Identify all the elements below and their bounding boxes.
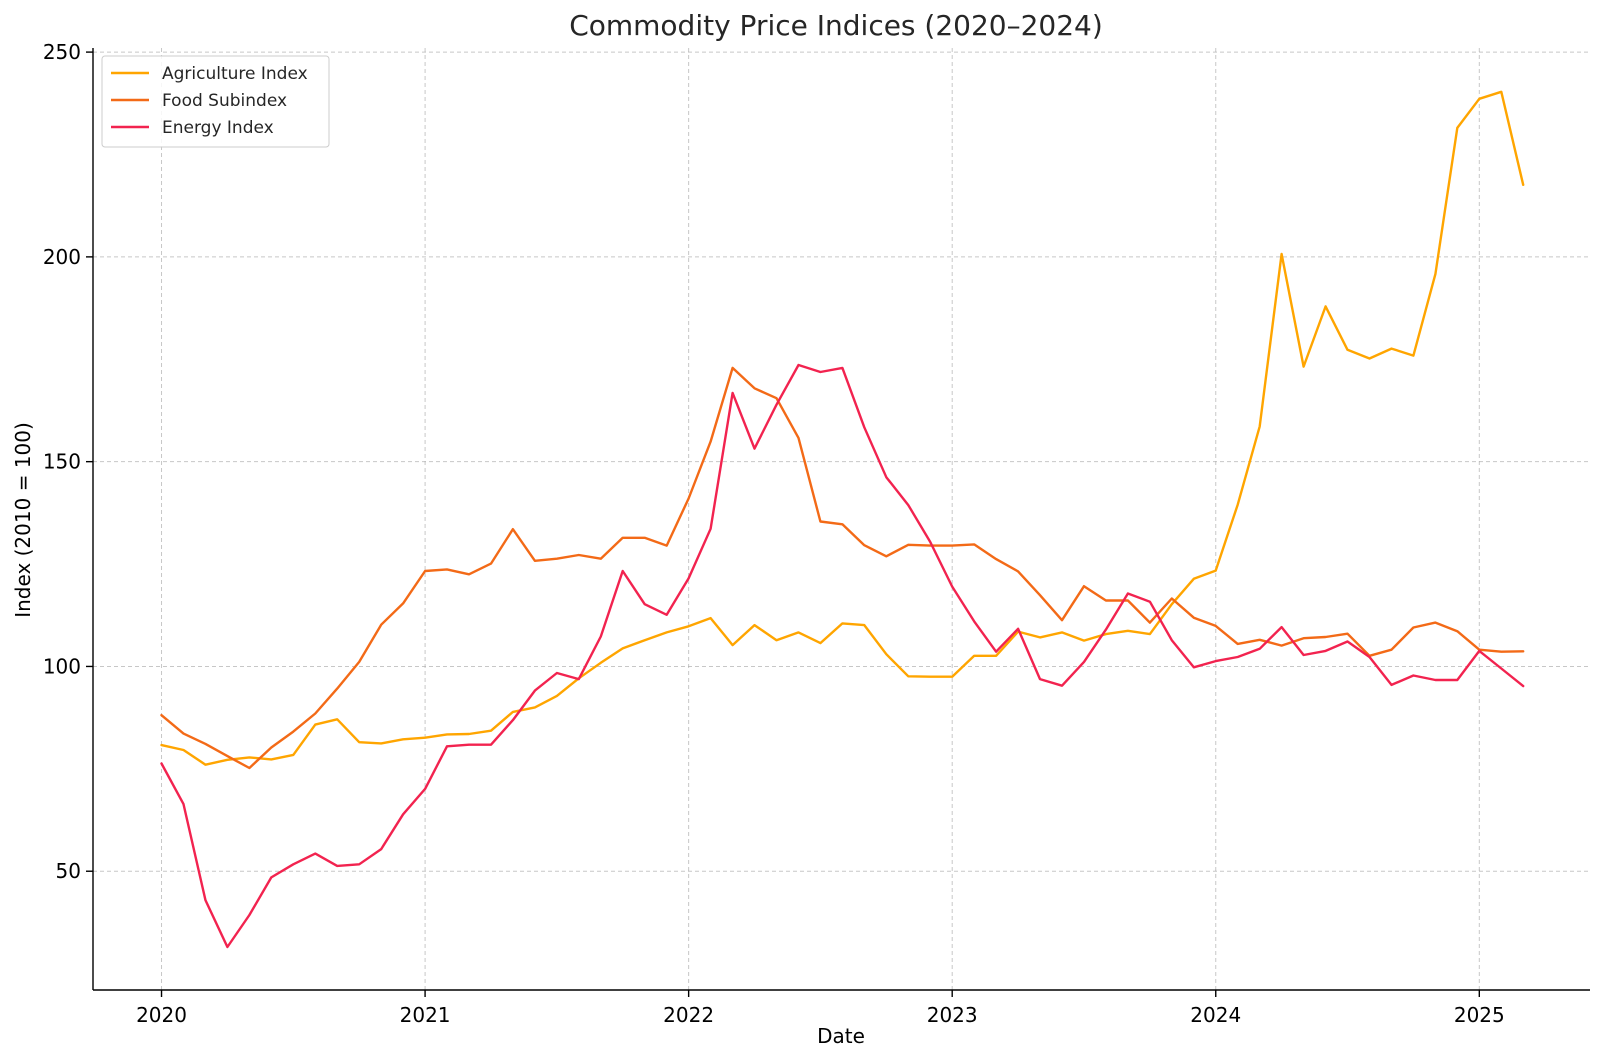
legend: Agriculture Index Food Subindex Energy Ind… xyxy=(101,55,330,148)
legend-items: Agriculture Index Food Subindex Energy Ind… xyxy=(111,64,308,138)
y-axis-label: Index (2010 = 100) xyxy=(11,422,35,618)
y-axis-ticks: 50 100 150 200 250 xyxy=(43,40,93,883)
x-tick-label: 2020 xyxy=(136,1003,187,1027)
plot-spines xyxy=(92,48,1590,991)
legend-label-food-subindex: Food Subindex xyxy=(162,91,287,111)
y-tick-label: 250 xyxy=(43,40,81,64)
series-line-agriculture-index xyxy=(160,90,1525,766)
grid-lines xyxy=(93,48,1590,990)
y-tick-label: 200 xyxy=(43,245,81,269)
legend-frame xyxy=(101,55,330,148)
series-line-food-subindex xyxy=(160,366,1525,770)
chart-title: Commodity Price Indices (2020–2024) xyxy=(569,9,1103,42)
legend-label-agriculture-index: Agriculture Index xyxy=(162,64,308,84)
x-axis-ticks: 2020 2021 2022 2023 2024 2025 xyxy=(136,990,1505,1027)
y-tick-label: 150 xyxy=(43,450,81,474)
series-line-energy-index xyxy=(160,363,1525,949)
x-tick-label: 2021 xyxy=(400,1003,451,1027)
legend-label-energy-index: Energy Index xyxy=(162,118,274,138)
x-tick-label: 2022 xyxy=(663,1003,714,1027)
x-tick-label: 2024 xyxy=(1190,1003,1241,1027)
y-tick-label: 100 xyxy=(43,654,81,678)
x-axis-label: Date xyxy=(817,1024,865,1048)
series-lines xyxy=(160,90,1525,949)
x-tick-label: 2025 xyxy=(1454,1003,1505,1027)
y-tick-label: 50 xyxy=(56,859,81,883)
x-tick-label: 2023 xyxy=(927,1003,978,1027)
